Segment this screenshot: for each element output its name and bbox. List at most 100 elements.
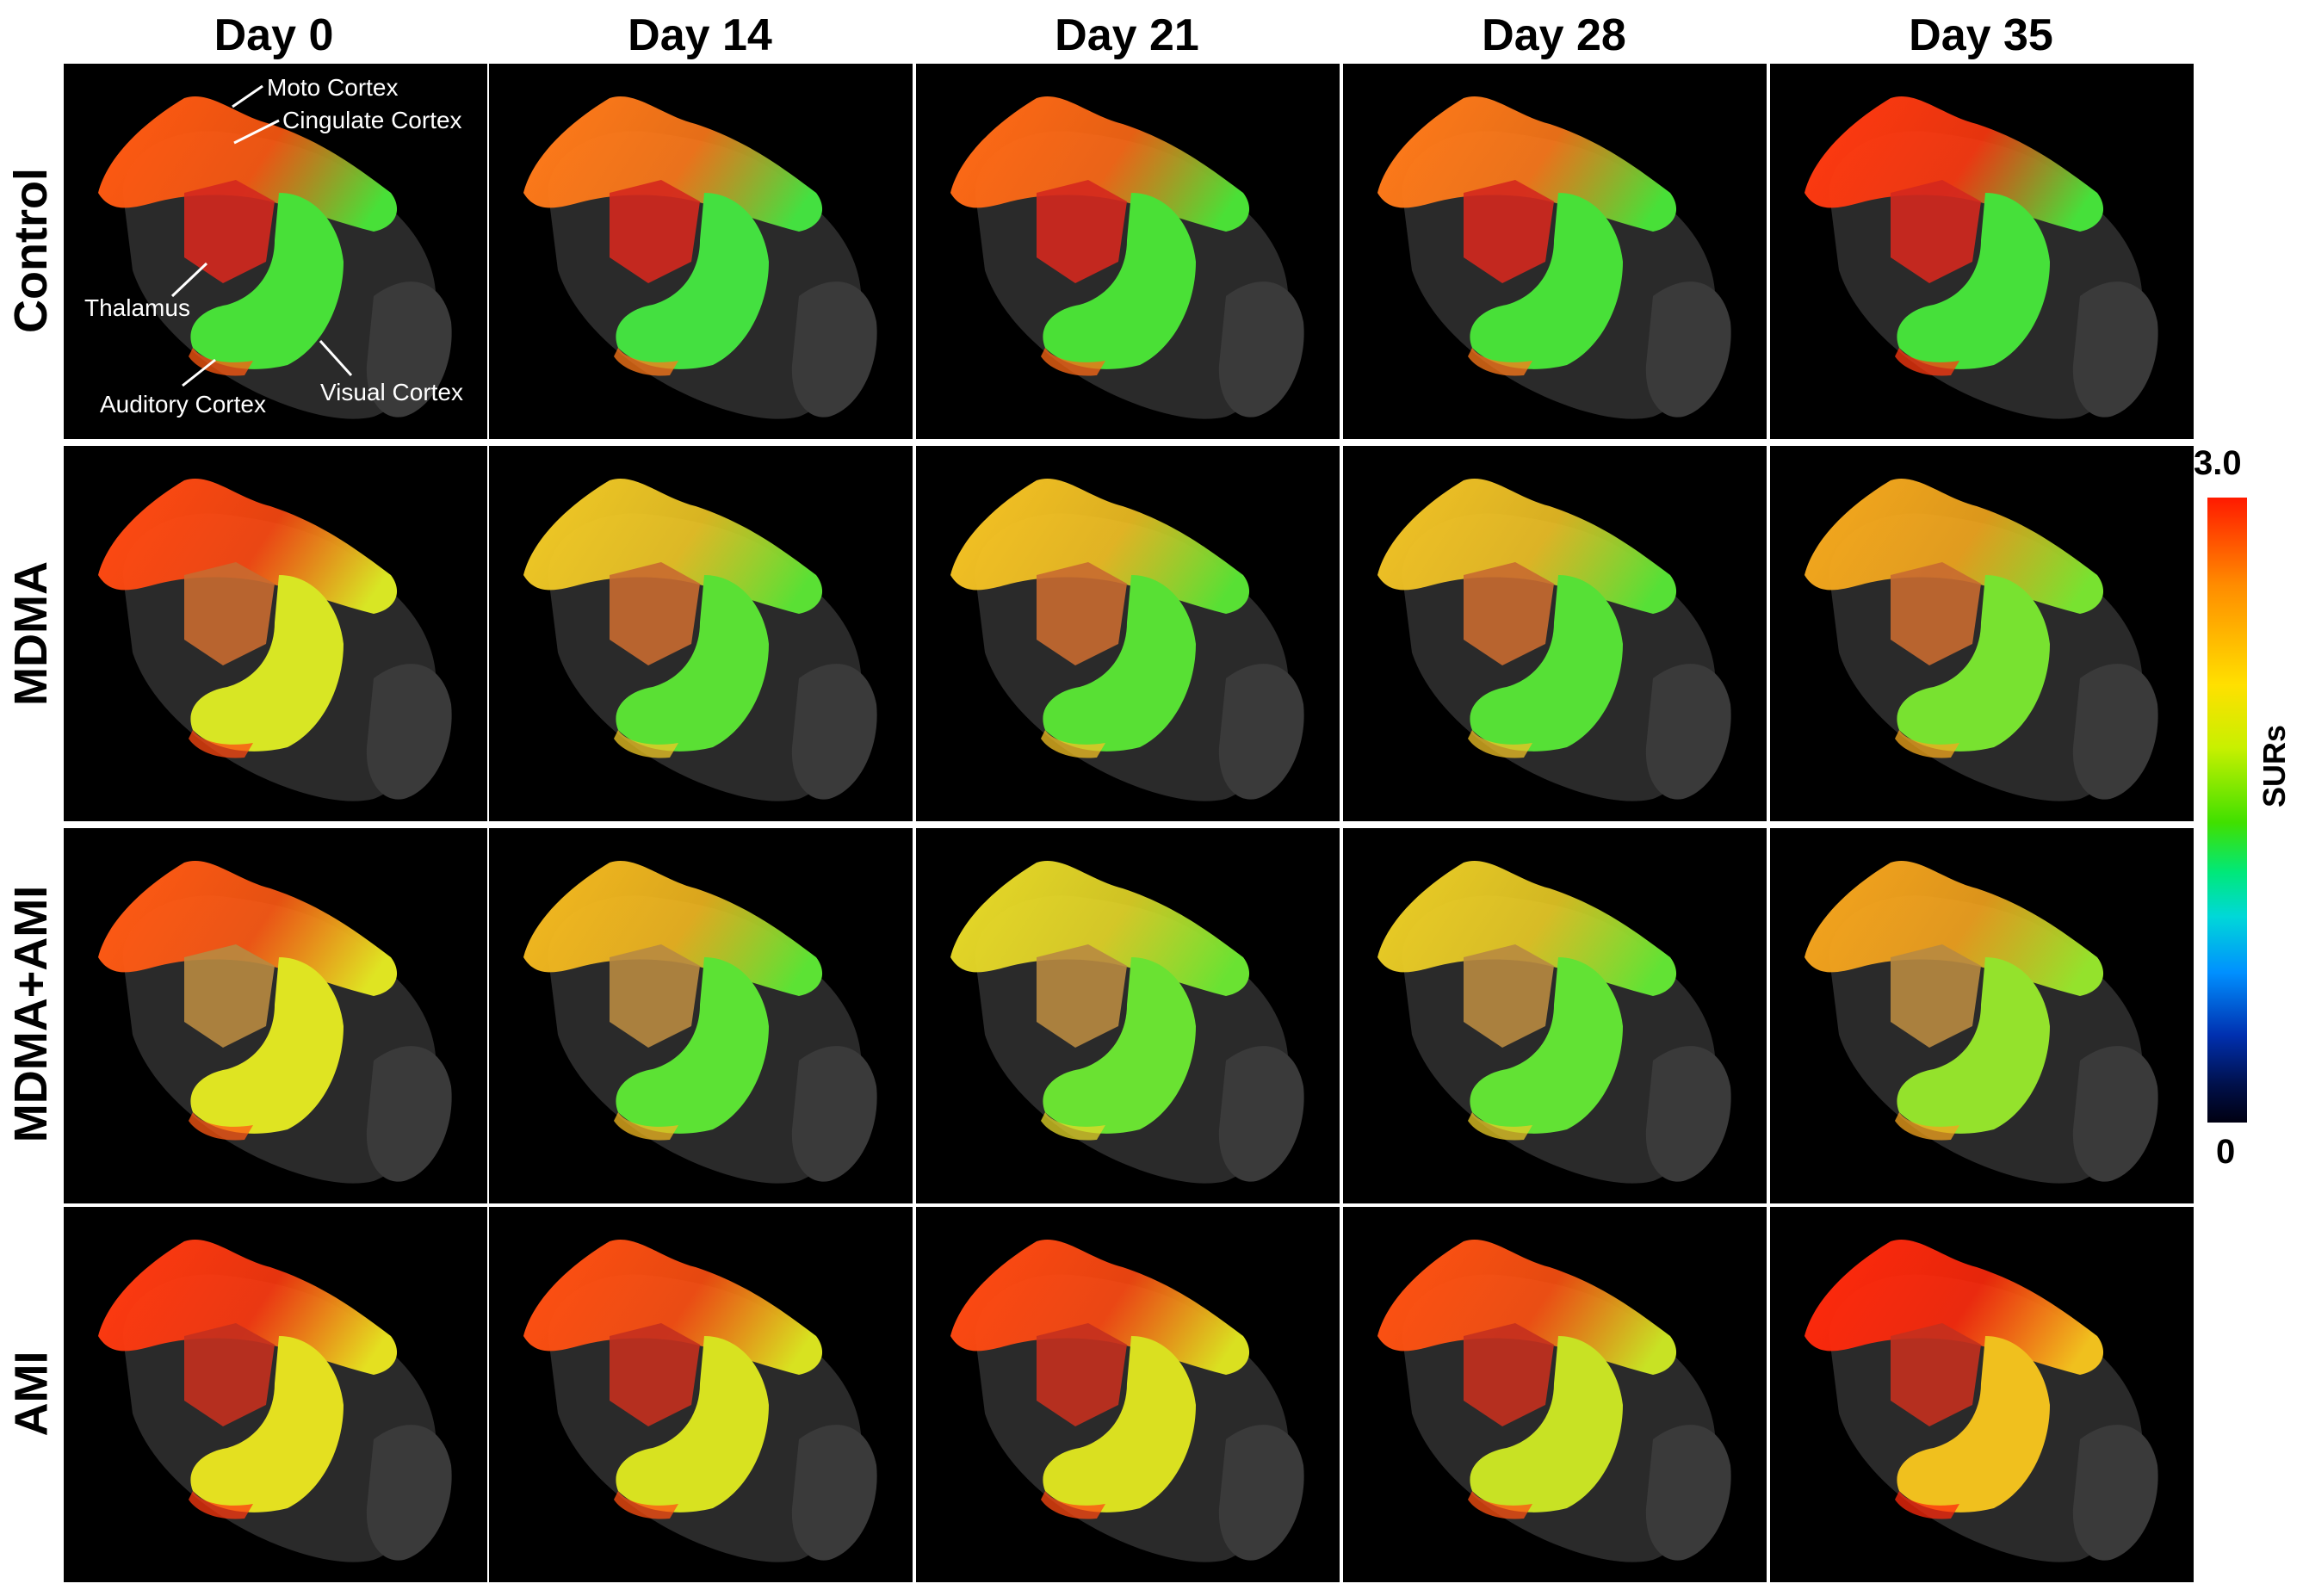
cortex-region-shape — [98, 1239, 398, 1375]
lower-cortex-region-shape — [1470, 575, 1623, 752]
lower-cortex-region-shape — [190, 957, 344, 1134]
brain-panel — [916, 64, 1340, 439]
thalamus-shape — [184, 1323, 275, 1426]
column-header-day-35: Day 35 — [1909, 10, 2053, 60]
annotation-thalamus: Thalamus — [84, 294, 190, 321]
thalamus-shape — [1891, 180, 1981, 283]
cerebellum-shape — [366, 1425, 452, 1561]
cerebellum-shape — [1218, 1046, 1304, 1182]
row-label-ami: AMI — [5, 1351, 58, 1437]
cerebellum-shape — [1645, 1425, 1731, 1561]
thalamus-shape — [1464, 1323, 1554, 1426]
auditory-edge-shape — [1468, 730, 1532, 758]
colorbar-title: SURs — [2256, 724, 2292, 808]
brain-panel — [64, 1207, 487, 1582]
thalamus-shape — [1891, 562, 1981, 665]
thalamus-shape — [1464, 180, 1554, 283]
annotation-visual-cortex: Visual Cortex — [320, 379, 464, 405]
auditory-edge-shape — [1468, 1112, 1532, 1141]
auditory-edge-shape — [614, 348, 678, 376]
row-label-mdma-ami: MDMA+AMI — [5, 885, 58, 1143]
thalamus-shape — [184, 562, 275, 665]
cerebellum-shape — [366, 664, 452, 800]
thalamus-shape — [610, 1323, 700, 1426]
brain-panel — [916, 446, 1340, 821]
thalamus-shape — [1037, 1323, 1127, 1426]
lower-cortex-region-shape — [1470, 957, 1623, 1134]
cerebellum-shape — [791, 1425, 877, 1561]
colorbar — [2207, 498, 2247, 1123]
lower-cortex-region-shape — [1470, 193, 1623, 369]
brain-panel — [64, 446, 487, 821]
brain-panel — [1770, 828, 2194, 1203]
cortex-region-shape — [523, 1239, 823, 1375]
cortex-region-shape — [950, 860, 1250, 996]
auditory-edge-shape — [614, 730, 678, 758]
auditory-edge-shape — [1041, 1491, 1105, 1519]
cerebellum-shape — [791, 1046, 877, 1182]
brain-panel — [1343, 828, 1767, 1203]
auditory-edge-shape — [1895, 348, 1959, 376]
lower-cortex-region-shape — [1897, 1336, 2050, 1512]
brain-panel — [489, 1207, 913, 1582]
auditory-edge-shape — [1468, 348, 1532, 376]
brain-panel — [1770, 64, 2194, 439]
cerebellum-shape — [2072, 1425, 2158, 1561]
cortex-region-shape — [1804, 860, 2104, 996]
lower-cortex-region-shape — [1897, 193, 2050, 369]
annotation-moto-cortex: Moto Cortex — [267, 74, 399, 101]
cerebellum-shape — [2072, 664, 2158, 800]
cerebellum-shape — [2072, 281, 2158, 418]
cortex-region-shape — [1377, 860, 1677, 996]
brain-panel — [1770, 1207, 2194, 1582]
thalamus-shape — [610, 562, 700, 665]
lower-cortex-region-shape — [1043, 575, 1196, 752]
brain-panel — [64, 828, 487, 1203]
lower-cortex-region-shape — [190, 575, 344, 752]
thalamus-shape — [184, 944, 275, 1048]
cerebellum-shape — [1218, 664, 1304, 800]
lower-cortex-region-shape — [616, 1336, 769, 1512]
cortex-region-shape — [98, 478, 398, 614]
cerebellum-shape — [1218, 1425, 1304, 1561]
cortex-region-shape — [950, 96, 1250, 232]
lower-cortex-region-shape — [616, 575, 769, 752]
auditory-edge-shape — [1041, 1112, 1105, 1141]
lower-cortex-region-shape — [616, 957, 769, 1134]
lower-cortex-region-shape — [190, 193, 344, 369]
auditory-edge-shape — [1895, 1491, 1959, 1519]
lower-cortex-region-shape — [190, 1336, 344, 1512]
thalamus-shape — [1037, 562, 1127, 665]
cortex-region-shape — [950, 1239, 1250, 1375]
cortex-region-shape — [1377, 96, 1677, 232]
brain-panel — [489, 64, 913, 439]
brain-panel — [916, 1207, 1340, 1582]
cortex-region-shape — [1804, 96, 2104, 232]
cerebellum-shape — [791, 281, 877, 418]
column-header-day-21: Day 21 — [1055, 10, 1199, 60]
row-label-mdma: MDMA — [5, 561, 57, 706]
lower-cortex-region-shape — [616, 193, 769, 369]
auditory-edge-shape — [189, 1112, 253, 1141]
brain-panel — [1343, 64, 1767, 439]
brain-panel — [916, 828, 1340, 1203]
cortex-region-shape — [523, 96, 823, 232]
auditory-edge-shape — [1041, 348, 1105, 376]
column-header-day-28: Day 28 — [1482, 10, 1626, 60]
lower-cortex-region-shape — [1043, 957, 1196, 1134]
auditory-edge-shape — [1468, 1491, 1532, 1519]
cortex-region-shape — [98, 96, 398, 232]
cortex-region-shape — [523, 860, 823, 996]
lower-cortex-region-shape — [1470, 1336, 1623, 1512]
cortex-region-shape — [98, 860, 398, 996]
lower-cortex-region-shape — [1897, 957, 2050, 1134]
cortex-region-shape — [1804, 478, 2104, 614]
cerebellum-shape — [1645, 281, 1731, 418]
brain-panel — [1343, 446, 1767, 821]
auditory-edge-shape — [189, 1491, 253, 1519]
thalamus-shape — [610, 944, 700, 1048]
lower-cortex-region-shape — [1043, 1336, 1196, 1512]
brain-panel — [1343, 1207, 1767, 1582]
cortex-region-shape — [1804, 1239, 2104, 1375]
row-label-control: Control — [5, 168, 58, 333]
